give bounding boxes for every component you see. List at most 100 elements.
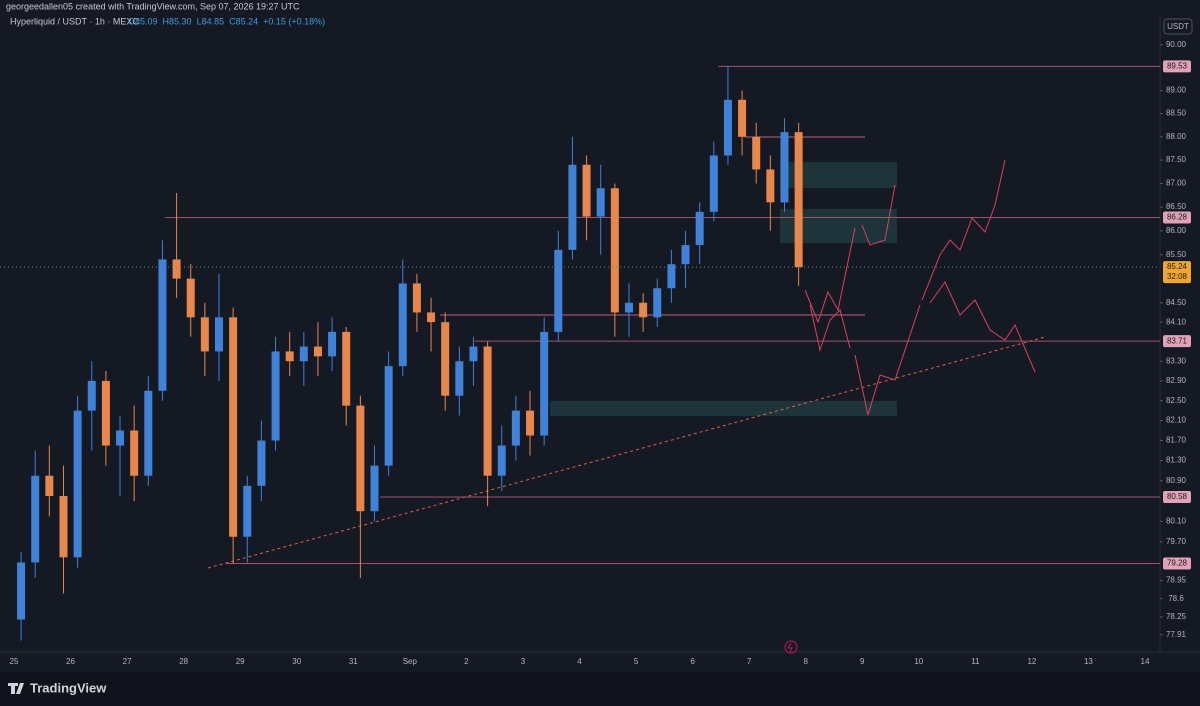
x-tick-label: 30 (292, 657, 301, 666)
y-tick-label: 81.70 (1166, 436, 1187, 445)
x-tick-label: 6 (690, 657, 695, 666)
candle-body (17, 562, 26, 620)
y-tick-label: 83.30 (1166, 356, 1187, 365)
candle-body (45, 475, 54, 496)
candle-body (766, 169, 775, 203)
x-tick-label: 3 (521, 657, 526, 666)
x-tick-label: 8 (803, 657, 808, 666)
x-tick-label: 28 (179, 657, 188, 666)
y-tick-label: 87.00 (1166, 179, 1187, 188)
x-tick-label: 13 (1084, 657, 1093, 666)
candle-body (554, 249, 563, 332)
plot: 90.00 89.00 88.50 88.00 87.50 87.00 86.50 86.00… (0, 40, 1191, 666)
brand: TradingView (30, 680, 107, 695)
x-tick-label: 11 (971, 657, 980, 666)
candle-body (398, 283, 407, 367)
candle-body (257, 440, 266, 486)
y-tick-label: 86.50 (1166, 202, 1187, 211)
candle-body (681, 245, 690, 265)
x-tick-label: 7 (747, 657, 752, 666)
candle-body (780, 132, 789, 203)
candle-body (427, 312, 436, 323)
candle-body (328, 331, 337, 357)
quote-value: +0.15 (+0.18%) (263, 16, 325, 26)
y-tick-label: 88.00 (1166, 132, 1187, 141)
candle-body (639, 302, 648, 318)
currency-button[interactable] (1163, 18, 1193, 35)
candle-body (738, 99, 747, 137)
candle-body (723, 99, 732, 156)
y-tick-label: 81.30 (1166, 456, 1187, 465)
projection-path (921, 159, 1006, 301)
candle-body (455, 361, 464, 396)
x-tick-label: 14 (1141, 657, 1150, 666)
y-tick-label: 80.90 (1166, 476, 1187, 485)
candle-body (144, 390, 153, 476)
brand-logo (8, 683, 24, 694)
candle-body (483, 346, 492, 476)
y-tick-label: 88.50 (1166, 109, 1187, 118)
price-level-label: 80.58 (1167, 492, 1188, 501)
price-level-box (1163, 211, 1191, 224)
candle-body (540, 331, 549, 436)
candle-body (101, 380, 110, 446)
candle-body (596, 188, 605, 217)
y-tick-label: 78.95 (1166, 576, 1187, 585)
candle-body (200, 317, 209, 352)
candle-body (610, 188, 619, 313)
x-tick-label: 10 (914, 657, 923, 666)
candle-body (172, 259, 181, 279)
price-level-box (1163, 557, 1191, 570)
candle-body (441, 322, 450, 396)
candle-body (370, 465, 379, 512)
x-tick-label: 4 (577, 657, 582, 666)
candle-body (568, 164, 577, 250)
candle-body (271, 351, 280, 441)
candle-body (186, 278, 195, 318)
candle-body (130, 430, 139, 476)
last-price-label: 85.24 (1167, 262, 1188, 271)
x-tick-label: Sep (403, 657, 418, 666)
y-tick-label: 85.50 (1166, 250, 1187, 259)
candle-body (497, 445, 506, 476)
projection-path (854, 304, 921, 416)
y-tick-label: 79.70 (1166, 537, 1187, 546)
y-tick-label: 82.50 (1166, 396, 1187, 405)
projection-path (809, 304, 851, 352)
y-tick-label: 86.00 (1166, 226, 1187, 235)
y-tick-label: 84.10 (1166, 317, 1187, 326)
x-tick-label: 29 (236, 657, 245, 666)
event-icon[interactable] (784, 640, 798, 654)
candle-body (624, 302, 633, 313)
projection-path (929, 281, 1036, 373)
x-tick-label: 27 (123, 657, 132, 666)
candle-body (243, 485, 252, 537)
price-level-box (1163, 335, 1191, 348)
candle-body (695, 211, 704, 246)
candle-body (214, 317, 223, 352)
projections (804, 159, 1036, 416)
candle-body (511, 410, 520, 446)
price-level-label: 86.28 (1167, 213, 1188, 222)
last-price-box (1163, 261, 1191, 284)
candle-body (31, 475, 40, 563)
x-tick-label: 12 (1027, 657, 1036, 666)
candle-body (285, 351, 294, 362)
price-level-label: 89.53 (1167, 61, 1188, 70)
currency[interactable]: USDT (1167, 22, 1189, 31)
candle-body (87, 380, 96, 411)
price-level-label: 79.28 (1167, 559, 1188, 568)
x-tick-label: 9 (860, 657, 865, 666)
candle-body (73, 410, 82, 558)
y-tick-label: 82.90 (1166, 376, 1187, 385)
footer (0, 672, 1200, 706)
y-tick-label: 77.91 (1166, 630, 1187, 639)
x-tick-label: 2 (464, 657, 469, 666)
candle-body (356, 405, 365, 512)
candle-body (299, 346, 308, 362)
candle-body (709, 155, 718, 212)
y-tick-label: 78.6 (1168, 594, 1184, 603)
countdown: 32:08 (1167, 272, 1188, 281)
